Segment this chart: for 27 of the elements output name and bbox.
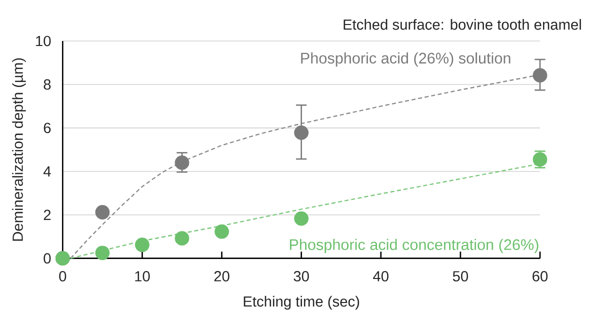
y-tick-label: 6: [44, 122, 51, 134]
point: [214, 224, 229, 239]
x-tick-label: 60: [532, 271, 548, 282]
point: [532, 68, 548, 83]
point: [294, 126, 309, 140]
y-tick-label: 8: [44, 79, 51, 90]
series-label: Phosphoric acid concentration (26%): [290, 238, 538, 254]
point: [294, 211, 309, 226]
point: [174, 156, 190, 170]
point: [135, 238, 150, 252]
y-tick-label: 10: [36, 36, 51, 46]
x-tick-label: 0: [59, 271, 66, 282]
point: [95, 205, 110, 220]
point: [174, 231, 190, 246]
x-tick-label: 30: [294, 271, 309, 282]
y-axis-title: Demineralization depth (µm): [12, 58, 26, 241]
text: Etched surface: bovine tooth enamel: [344, 19, 581, 30]
y-tick-label: 0: [44, 253, 51, 264]
point: [95, 246, 110, 260]
x-tick-label: 50: [452, 271, 468, 282]
series-label: Phosphoric acid (26%) solution: [301, 52, 510, 67]
y-tick-label: 4: [43, 166, 51, 176]
y-tick-label: 2: [44, 210, 51, 220]
x-axis-title: Etching time (sec): [244, 296, 360, 310]
x-tick-label: 40: [373, 271, 388, 282]
x-tick-label: 20: [214, 271, 230, 282]
x-tick-label: 10: [135, 271, 150, 282]
